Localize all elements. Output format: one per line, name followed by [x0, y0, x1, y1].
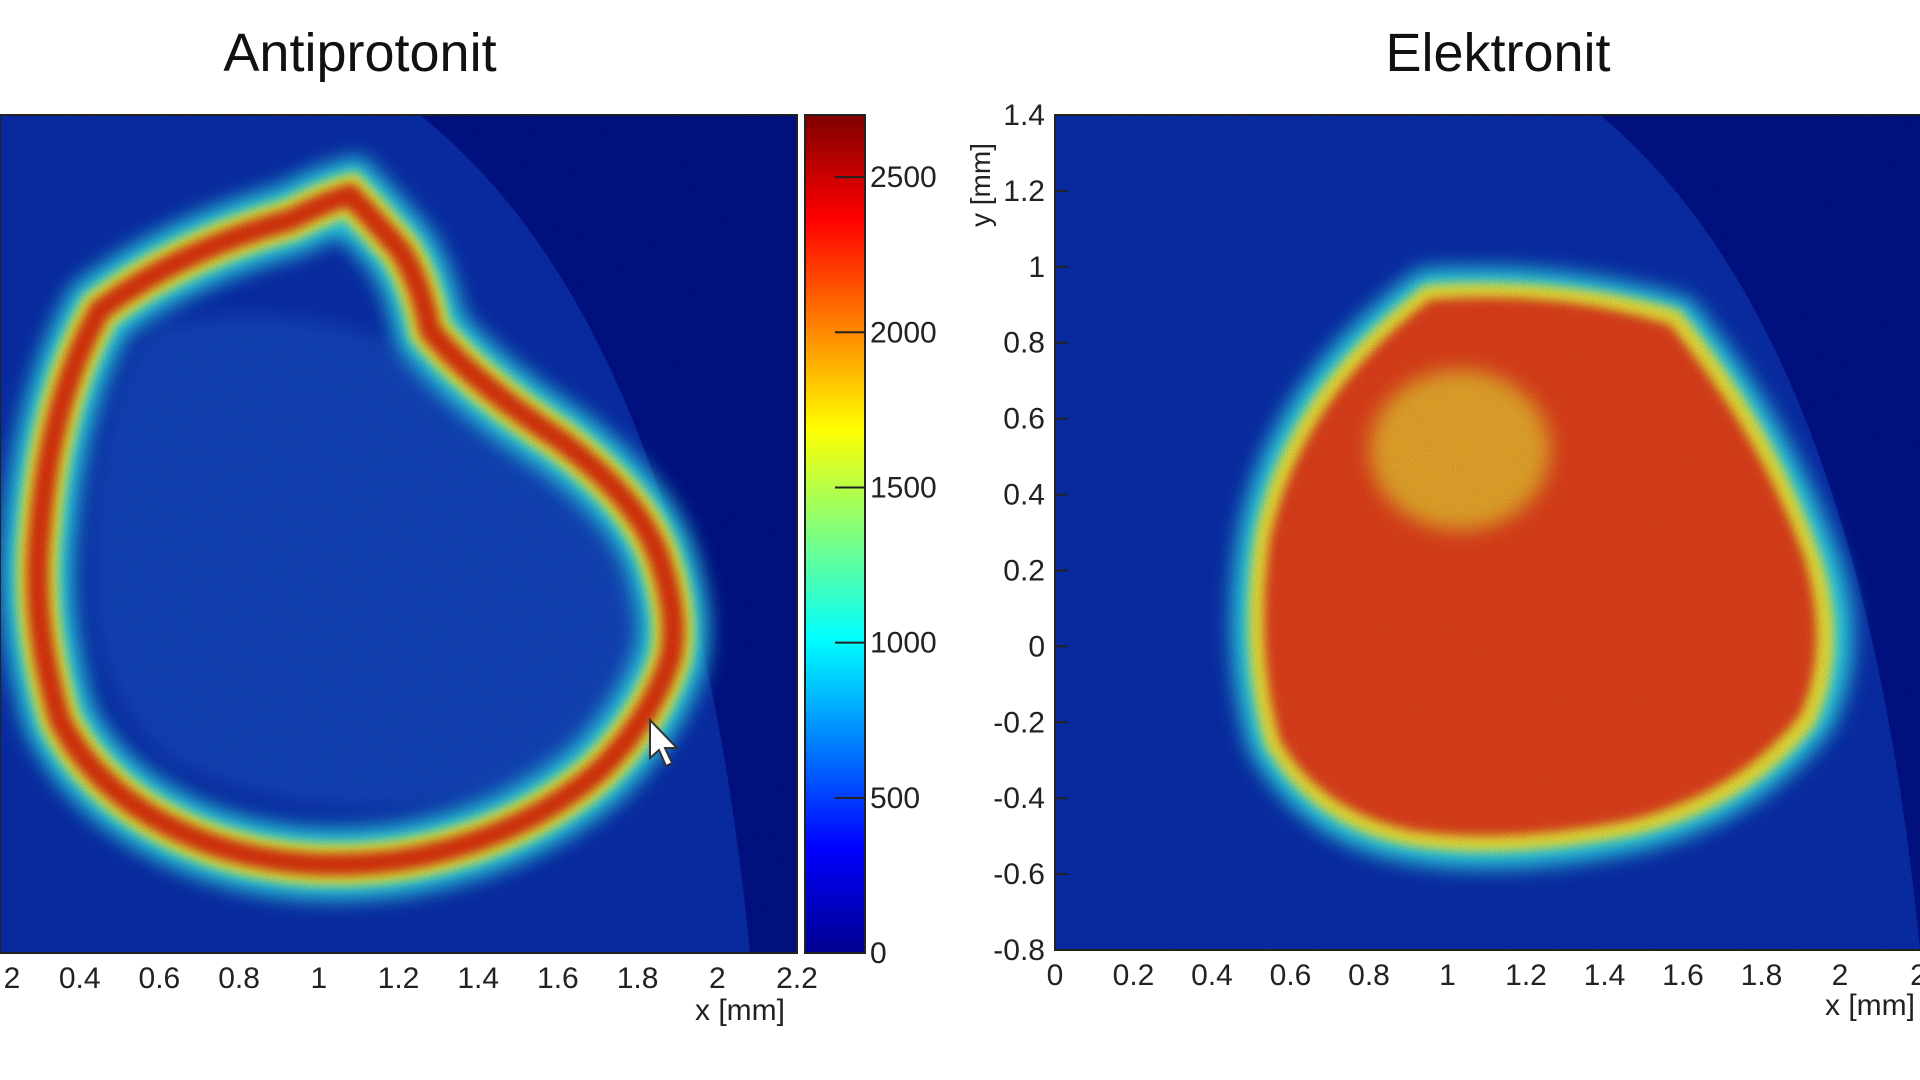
electron-y-tick: -0.8 — [993, 934, 1045, 967]
antiproton-x-axis-label: x [mm] — [695, 994, 785, 1027]
colorbar-tick: 0 — [870, 937, 887, 970]
electron-y-tick: 0.8 — [1003, 327, 1045, 360]
electron-y-tick: 0.6 — [1003, 403, 1045, 436]
antiproton-title: Antiprotonit — [223, 23, 497, 83]
electron-y-tick: 0.4 — [1003, 479, 1045, 512]
colorbar-tick: 2000 — [870, 316, 937, 349]
electron-y-tick: -0.2 — [993, 706, 1045, 739]
colorbar-tick-labels: 0 500 1000 1500 2000 2500 — [835, 161, 937, 970]
antiproton-x-tick: 1.4 — [457, 962, 499, 995]
electron-x-tick: 1.8 — [1741, 959, 1783, 992]
electron-y-tick: 1 — [1028, 251, 1045, 284]
antiproton-plot — [0, 115, 797, 953]
electron-x-axis-label: x [mm] — [1825, 989, 1915, 1022]
electron-y-tick-labels: 1.4 1.2 1 0.8 0.6 0.4 0.2 0 -0.2 -0.4 -0.6 -0.8 — [993, 99, 1068, 967]
antiproton-x-tick: 1 — [310, 962, 327, 995]
colorbar-tick: 1500 — [870, 471, 937, 504]
electron-x-tick: 2 — [1832, 959, 1849, 992]
electron-title: Elektronit — [1385, 23, 1611, 83]
antiproton-x-tick: 0.8 — [218, 962, 260, 995]
electron-x-tick-labels: 0 0.2 0.4 0.6 0.8 1 1.2 1.4 1.6 1.8 2 2 — [1047, 959, 1920, 992]
colorbar-gradient — [804, 114, 866, 954]
antiproton-x-tick: 2 — [4, 962, 21, 995]
electron-x-tick: 1 — [1439, 959, 1456, 992]
colorbar: 0 500 1000 1500 2000 2500 — [804, 114, 937, 970]
colorbar-tick: 2500 — [870, 161, 937, 194]
antiproton-x-tick: 0.4 — [59, 962, 101, 995]
antiproton-x-tick: 2 — [709, 962, 726, 995]
antiproton-x-tick-labels: 2 0.4 0.6 0.8 1 1.2 1.4 1.6 1.8 2 2.2 — [4, 962, 818, 995]
electron-x-tick: 0 — [1047, 959, 1064, 992]
electron-y-tick: -0.6 — [993, 858, 1045, 891]
electron-x-tick: 0.4 — [1191, 959, 1233, 992]
electron-x-tick: 1.2 — [1505, 959, 1547, 992]
electron-plot — [1055, 115, 1920, 950]
electron-x-tick: 0.8 — [1348, 959, 1390, 992]
electron-x-tick: 0.2 — [1113, 959, 1155, 992]
electron-y-axis-label: y [mm] — [965, 143, 996, 227]
antiproton-x-tick: 1.8 — [617, 962, 659, 995]
electron-plot-frame — [1054, 114, 1920, 951]
electron-x-tick: 1.6 — [1662, 959, 1704, 992]
mouse-pointer-icon — [649, 717, 680, 768]
electron-x-tick: 1.4 — [1584, 959, 1626, 992]
electron-y-tick: 1.4 — [1003, 99, 1045, 132]
electron-x-tick: 0.6 — [1270, 959, 1312, 992]
antiproton-x-tick: 0.6 — [139, 962, 181, 995]
colorbar-tick: 500 — [870, 782, 920, 815]
antiproton-x-tick: 1.2 — [378, 962, 420, 995]
electron-x-tick: 2 — [1910, 959, 1920, 992]
antiproton-x-tick: 1.6 — [537, 962, 579, 995]
colorbar-tick: 1000 — [870, 627, 937, 660]
electron-y-tick: -0.4 — [993, 782, 1045, 815]
antiproton-plot-frame — [0, 114, 798, 954]
antiproton-x-tick: 2.2 — [776, 962, 818, 995]
electron-y-tick: 0 — [1028, 630, 1045, 663]
electron-y-tick: 0.2 — [1003, 554, 1045, 587]
electron-y-tick: 1.2 — [1003, 175, 1045, 208]
